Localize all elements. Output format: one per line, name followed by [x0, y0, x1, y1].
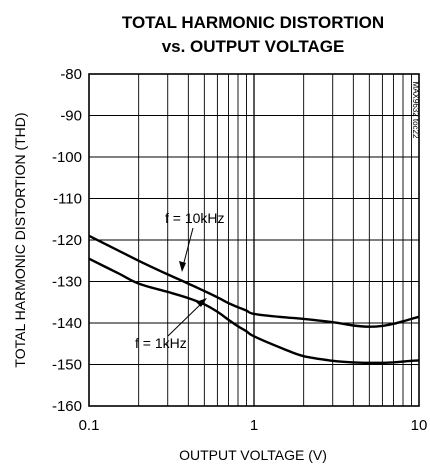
x-tick-label: 0.1 — [79, 417, 100, 434]
y-tick-label: -160 — [52, 398, 82, 415]
annotation-10khz-label: f = 10kHz — [165, 210, 225, 226]
chart-title-line1: TOTAL HARMONIC DISTORTION — [122, 13, 384, 32]
y-axis-label: TOTAL HARMONIC DISTORTION (THD) — [12, 112, 28, 367]
y-tick-label: -130 — [52, 274, 82, 291]
annotation-10khz-arrowhead — [179, 261, 186, 272]
series-line-10khz — [88, 234, 420, 328]
y-tick-label: -80 — [60, 66, 82, 83]
y-tick-label: -150 — [52, 357, 82, 374]
series-line-1khz — [88, 257, 420, 365]
y-tick-label: -140 — [52, 315, 82, 332]
y-tick-label: -100 — [52, 149, 82, 166]
annotation-1khz-arrowhead — [196, 298, 207, 307]
x-tick-label: 1 — [250, 417, 258, 434]
x-axis-label: OUTPUT VOLTAGE (V) — [179, 447, 327, 463]
x-tick-label: 10 — [411, 417, 428, 434]
grid — [89, 74, 419, 406]
y-tick-label: -90 — [60, 108, 82, 125]
annotation-1khz-leader — [167, 299, 206, 337]
series-layer — [88, 234, 420, 365]
y-tick-label: -120 — [52, 232, 82, 249]
annotation-1khz: f = 1kHz — [135, 298, 207, 351]
chart-title-line2: vs. OUTPUT VOLTAGE — [162, 37, 345, 56]
annotation-10khz: f = 10kHz — [165, 210, 225, 272]
annotation-1khz-label: f = 1kHz — [135, 335, 187, 351]
plot-frame — [88, 73, 420, 407]
x-tick-labels: 0.1 1 10 — [79, 417, 428, 434]
y-tick-labels: -80 -90 -100 -110 -120 -130 -140 -150 -160 — [52, 66, 82, 415]
chart-code-label: MAX9632 toc22 — [411, 82, 420, 139]
y-tick-label: -110 — [53, 191, 82, 208]
